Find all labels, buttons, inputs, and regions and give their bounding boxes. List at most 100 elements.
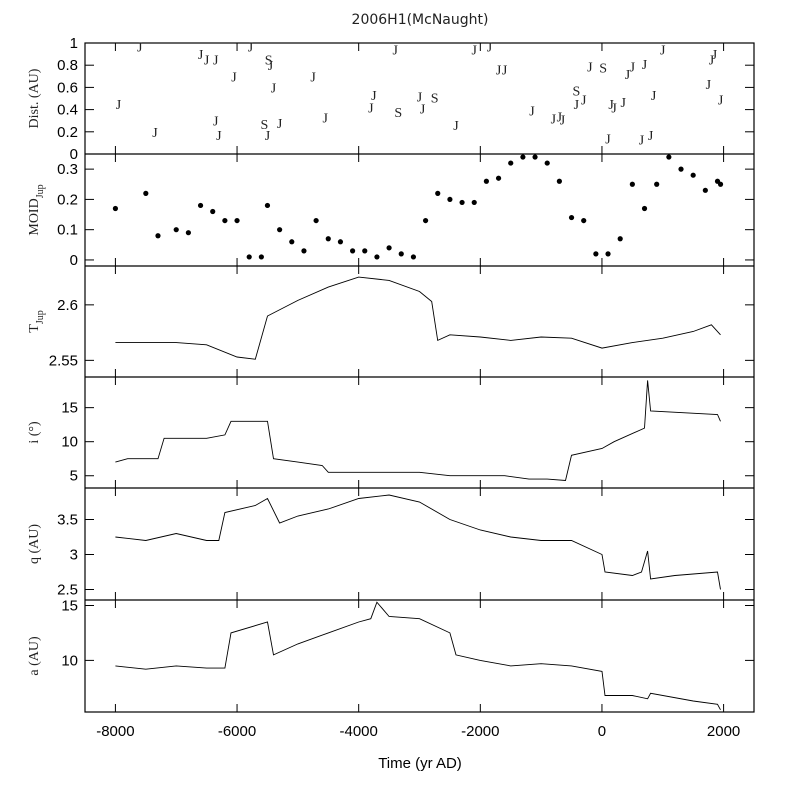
data-point	[277, 227, 283, 233]
encounter-marker: J	[551, 112, 557, 127]
encounter-marker: J	[248, 40, 254, 55]
encounter-marker: S	[394, 106, 402, 121]
encounter-marker: S	[573, 85, 581, 100]
x-axis: -8000 -6000 -4000 -2000 0 2000	[96, 723, 740, 740]
data-point	[398, 251, 404, 257]
y-tick-label: 10	[61, 652, 78, 669]
encounter-marker: J	[487, 40, 493, 55]
data-point	[459, 199, 465, 206]
data-point	[386, 245, 392, 251]
encounter-marker: J	[213, 54, 219, 69]
data-point	[495, 175, 502, 181]
encounter-marker: J	[587, 60, 593, 75]
x-tick-label: -4000	[339, 723, 377, 740]
encounter-marker: J	[529, 105, 535, 120]
data-point	[155, 233, 161, 239]
y-tick-label: 2.5	[57, 582, 78, 599]
panel-incl: 5 10 15 i (°)	[27, 376, 754, 488]
y-axis-label: Dist. (AU)	[27, 68, 42, 128]
y-tick-label: 0	[70, 252, 78, 269]
data-point	[143, 190, 149, 196]
y-tick-label: 0	[70, 146, 78, 163]
y-tick-label: 0.4	[57, 102, 78, 119]
encounter-marker: J	[639, 134, 645, 149]
encounter-marker: J	[712, 48, 718, 63]
encounter-marker: J	[605, 132, 611, 147]
data-point	[112, 205, 119, 212]
y-tick-label: 0.8	[57, 57, 78, 74]
data-point	[717, 181, 724, 187]
data-point	[258, 254, 264, 260]
data-point	[362, 248, 368, 254]
encounter-marker: J	[574, 98, 580, 113]
x-tick-label: -6000	[218, 723, 256, 740]
data-point	[629, 181, 635, 187]
panel-q: 2.5 3 3.5 q (AU)	[27, 487, 754, 600]
y-axis-label: MOIDJup	[27, 184, 46, 235]
data-point	[532, 154, 538, 160]
data-point	[568, 214, 575, 221]
data-point	[301, 248, 307, 254]
encounter-marker: J	[496, 64, 502, 79]
encounter-marker: J	[625, 68, 631, 83]
encounter-marker: J	[557, 110, 563, 125]
data-point	[222, 217, 228, 224]
encounter-marker: J	[453, 119, 459, 134]
encounter-marker: J	[642, 58, 648, 73]
data-point	[471, 199, 477, 206]
series-line	[115, 494, 721, 590]
data-point	[508, 160, 514, 166]
y-tick-label: 3	[70, 547, 78, 564]
encounter-marker: J	[560, 114, 566, 129]
encounter-marker: J	[630, 60, 636, 75]
encounter-marker: S	[599, 61, 607, 76]
encounter-marker: J	[231, 70, 237, 85]
y-tick-label: 2.6	[57, 297, 78, 314]
data-point	[289, 239, 295, 245]
encounter-marker: J	[152, 126, 158, 141]
data-point	[702, 187, 708, 193]
encounter-marker: J	[137, 40, 143, 55]
x-tick-label: -2000	[461, 723, 499, 740]
y-tick-label: 5	[70, 468, 78, 485]
data-point	[185, 230, 191, 236]
x-tick-label: -8000	[96, 723, 134, 740]
encounter-marker: J	[271, 81, 277, 96]
y-tick-label: 0.3	[57, 161, 78, 178]
data-point	[593, 251, 599, 257]
y-tick-label: 1	[70, 35, 78, 52]
encounter-marker: S	[265, 54, 273, 69]
data-point	[690, 172, 696, 178]
y-tick-label: 3.5	[57, 512, 78, 529]
data-point	[666, 154, 672, 160]
encounter-marker: J	[651, 89, 657, 104]
y-axis-label: i (°)	[27, 421, 42, 444]
y-axis-label: TJup	[27, 310, 46, 332]
encounter-marker: J	[265, 129, 271, 144]
x-axis-label: Time (yr AD)	[378, 755, 462, 772]
encounter-marker: J	[323, 111, 329, 126]
encounter-marker: J	[417, 90, 423, 105]
data-point	[654, 181, 660, 187]
encounter-marker: J	[213, 115, 219, 130]
data-point	[173, 227, 179, 233]
data-point	[337, 239, 344, 245]
data-point	[246, 254, 252, 260]
encounter-marker: J	[660, 44, 666, 59]
encounter-marker: J	[648, 129, 654, 144]
y-axis-label: q (AU)	[27, 524, 42, 564]
y-tick-label: 15	[61, 597, 78, 614]
panel-a: 10 15 a (AU)	[27, 597, 754, 712]
data-point	[325, 236, 331, 242]
y-tick-label: 0.1	[57, 222, 78, 239]
encounter-marker: J	[581, 94, 587, 109]
x-tick-label: 0	[598, 723, 606, 740]
encounter-marker: J	[277, 117, 283, 132]
data-point	[483, 178, 489, 184]
x-tick-label: 2000	[707, 723, 740, 740]
encounter-marker: J	[204, 54, 210, 69]
encounter-marker: J	[706, 78, 712, 93]
series-line	[115, 601, 721, 711]
encounter-marker: J	[621, 96, 627, 111]
